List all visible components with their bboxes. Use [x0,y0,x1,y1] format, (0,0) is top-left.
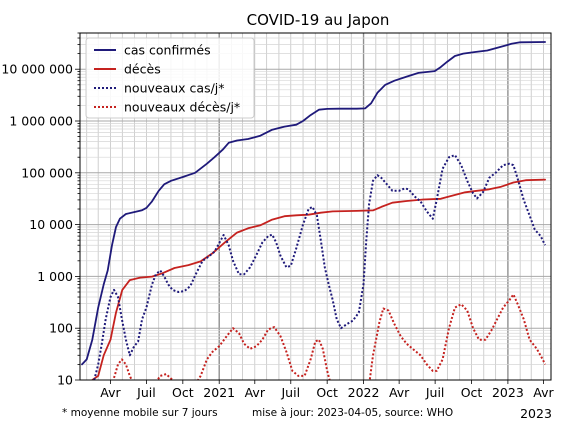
x-extra-label: 2023 [520,406,552,421]
series-line-2 [91,178,546,380]
legend-label: nouveaux décès/j* [124,100,240,115]
x-tick-label: Juil [425,385,445,400]
chart-title: COVID-19 au Japon [247,11,390,29]
legend-box [85,37,255,119]
x-tick-label: Avr [245,385,266,400]
series-line-4 [113,293,547,380]
series-line-1 [81,41,546,366]
x-tick-label: Oct [316,385,338,400]
legend: cas confirmés décès nouveaux cas/j* nouveau… [85,37,255,119]
y-tick-label: 100 [49,321,73,336]
x-tick-label: Juil [281,385,301,400]
plot-frame [79,32,552,381]
legend-label: cas confirmés [124,43,211,58]
x-tick-label: Avr [100,385,121,400]
x-tick-label: Oct [172,385,194,400]
x-tick-label: Avr [389,385,410,400]
y-tick-label: 100 000 [21,165,73,180]
y-tick-label: 10 [57,373,73,388]
x-tick-label: Oct [461,385,483,400]
footnote-left: * moyenne mobile sur 7 jours [62,407,218,419]
y-tick-label: 10 000 000 [1,62,73,77]
x-tick-label: Juil [136,385,156,400]
legend-label: nouveaux cas/j* [124,81,225,96]
y-tick-label: 1 000 [37,269,73,284]
series-layer [81,41,547,380]
legend-label: décès [124,62,161,77]
x-tick-label: 2021 [203,385,235,400]
x-tick-label: Avr [533,385,554,400]
y-tick-label: 1 000 000 [9,114,73,129]
x-tick-label: 2023 [492,385,524,400]
footnote-right: mise à jour: 2023-04-05, source: WHO [252,407,453,419]
y-tick-label: 10 000 [29,217,73,232]
x-tick-label: 2022 [348,385,380,400]
